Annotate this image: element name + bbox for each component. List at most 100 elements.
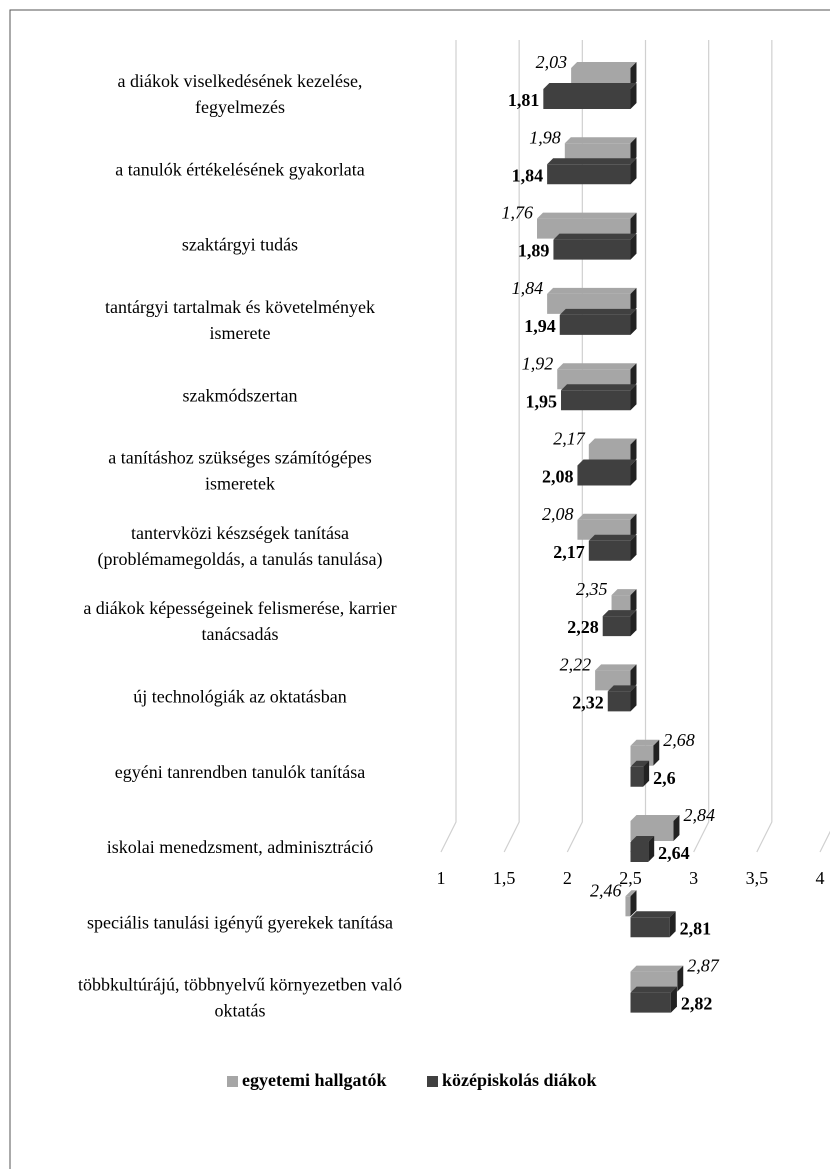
category-label: ismeretek xyxy=(205,474,275,494)
category-label: tanácsadás xyxy=(202,624,279,644)
x-tick-label: 1 xyxy=(437,868,446,888)
bar-face xyxy=(630,917,670,938)
value-label: 1,98 xyxy=(529,127,561,147)
bar xyxy=(588,534,637,561)
bar-face xyxy=(547,287,637,294)
bar-face xyxy=(547,164,631,185)
category-label: a diákok viselkedésének kezelése, xyxy=(118,71,363,91)
category-label: a tanulók értékelésének gyakorlata xyxy=(115,159,364,179)
bar xyxy=(630,986,677,1013)
grid-line xyxy=(819,830,830,853)
bar-face xyxy=(630,384,637,411)
bar-face xyxy=(577,465,631,486)
bar-face xyxy=(630,62,637,88)
value-label: 2,84 xyxy=(683,805,715,825)
bar xyxy=(630,836,655,862)
value-label: 2,46 xyxy=(590,880,622,900)
x-tick-label: 3 xyxy=(689,868,698,888)
bar xyxy=(547,158,637,185)
value-label: 1,84 xyxy=(512,278,544,298)
bar-face xyxy=(559,308,637,315)
x-tick-label: 2,5 xyxy=(619,868,642,888)
bar-face xyxy=(630,438,637,465)
bar xyxy=(607,685,637,712)
bar-face xyxy=(537,212,637,219)
value-label: 1,94 xyxy=(524,316,556,336)
value-label: 2,17 xyxy=(553,542,585,562)
value-label: 2,03 xyxy=(536,52,568,72)
bar-face xyxy=(630,83,637,109)
value-label: 2,6 xyxy=(653,768,676,788)
category-label: a diákok képességeinek felismerése, karr… xyxy=(83,598,396,618)
bar-face xyxy=(673,815,680,841)
bar-face xyxy=(630,459,637,486)
value-label: 2,08 xyxy=(542,467,574,487)
value-label: 2,64 xyxy=(658,843,690,863)
bar-face xyxy=(625,896,631,917)
bar-face xyxy=(630,766,644,787)
value-label: 2,68 xyxy=(663,730,695,750)
category-label: iskolai menedzsment, adminisztráció xyxy=(107,837,373,857)
bar-face xyxy=(643,760,650,787)
category-label: szaktárgyi tudás xyxy=(182,235,298,255)
value-label: 1,76 xyxy=(502,203,534,223)
bar-face xyxy=(588,534,637,541)
bar-face xyxy=(630,836,655,842)
category-label: fegyelmezés xyxy=(195,97,285,117)
bar xyxy=(561,384,637,411)
bar-face xyxy=(630,890,637,917)
category-label: speciális tanulási igényű gyerekek tanít… xyxy=(87,912,393,932)
x-tick-label: 4 xyxy=(816,868,825,888)
bar-face xyxy=(588,540,631,561)
value-label: 1,89 xyxy=(518,241,550,261)
value-label: 2,35 xyxy=(576,579,608,599)
value-label: 1,92 xyxy=(522,353,554,373)
bar xyxy=(559,308,637,335)
bar-face xyxy=(561,390,631,411)
bar-face xyxy=(630,685,637,712)
bar-face xyxy=(630,589,637,616)
value-label: 2,28 xyxy=(567,617,599,637)
bar xyxy=(630,760,650,787)
bar-face xyxy=(630,911,676,918)
bar-face xyxy=(559,314,631,335)
bar-face xyxy=(630,158,637,185)
bar-face xyxy=(543,83,637,89)
value-label: 2,08 xyxy=(542,504,574,524)
bar-face xyxy=(630,137,637,164)
x-tick-label: 3,5 xyxy=(746,868,769,888)
bar-face xyxy=(561,384,637,391)
bar-face xyxy=(577,513,637,520)
frame xyxy=(9,9,830,1169)
bar-face xyxy=(553,233,637,240)
bar-face xyxy=(630,992,671,1013)
bar-face xyxy=(630,513,637,540)
bar xyxy=(625,890,637,917)
bar-face xyxy=(669,911,676,938)
legend-label: egyetemi hallgatók xyxy=(242,1070,386,1090)
bar-face xyxy=(630,308,637,335)
legend-swatch xyxy=(427,1076,438,1087)
x-tick-label: 1,5 xyxy=(493,868,516,888)
bar-face xyxy=(557,363,637,370)
category-label: oktatás xyxy=(215,1001,266,1021)
bar-face xyxy=(543,89,631,109)
bar-face xyxy=(564,137,637,144)
category-label: többkultúrájú, többnyelvű környezetben v… xyxy=(78,975,402,995)
bar-face xyxy=(670,986,677,1013)
bar xyxy=(602,610,637,637)
bar-face xyxy=(588,438,637,445)
category-label: tantárgyi tartalmak és követelmények xyxy=(105,297,375,317)
bar-face xyxy=(648,836,655,862)
bar-face xyxy=(611,589,637,596)
bar-face xyxy=(602,616,631,637)
bar-face xyxy=(553,239,631,260)
category-label: új technológiák az oktatásban xyxy=(133,687,346,707)
bar-face xyxy=(630,287,637,314)
bar-face xyxy=(630,610,637,637)
bar-face xyxy=(630,986,677,993)
bar-face xyxy=(630,842,649,862)
value-label: 1,95 xyxy=(526,391,558,411)
grid-line xyxy=(440,40,457,853)
